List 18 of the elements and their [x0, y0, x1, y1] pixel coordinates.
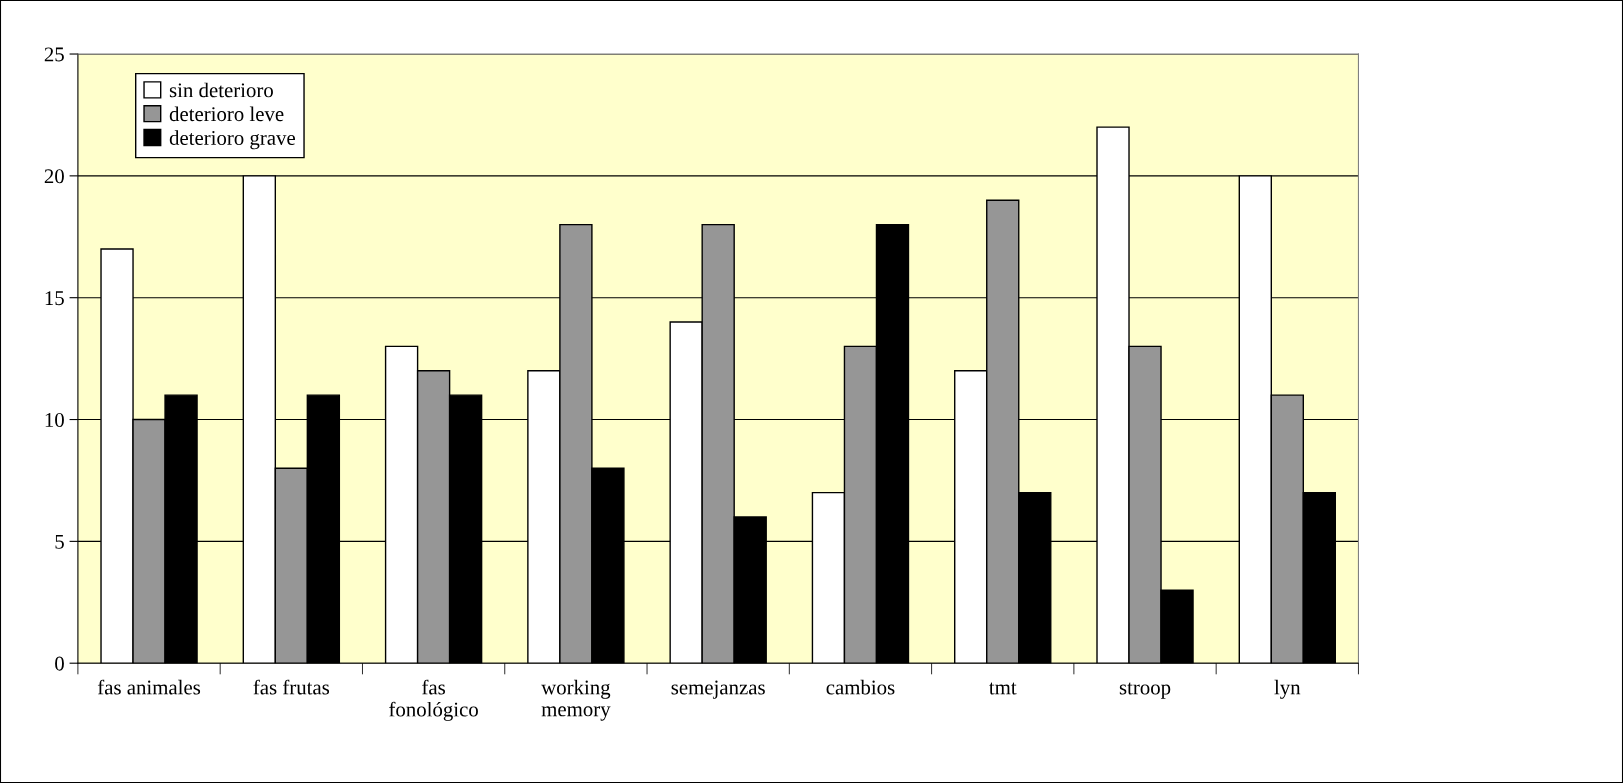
legend-label: deterioro leve [169, 106, 284, 122]
y-tick-label: 25 [44, 47, 64, 62]
x-tick-label: cambios [826, 679, 895, 695]
x-tick-label: tmt [989, 682, 1017, 695]
x-tick-label: fas fonológico [389, 679, 478, 721]
x-tick-label: working memory [541, 679, 611, 721]
x-tick-label: stroop [1119, 682, 1171, 699]
x-tick-label: fas animales [97, 679, 201, 695]
x-tick-label: fas frutas [253, 679, 330, 695]
y-tick-label: 15 [45, 291, 64, 306]
y-tick-label: 0 [55, 656, 64, 671]
x-tick-label: lyn [1274, 679, 1301, 699]
y-tick-label: 5 [55, 534, 64, 549]
legend-label: deterioro grave [169, 130, 295, 150]
y-tick-label: 20 [44, 169, 64, 184]
x-tick-label: semejanzas [671, 680, 765, 699]
legend-label: sin deterioro [169, 82, 273, 98]
y-tick-label: 10 [45, 412, 64, 427]
